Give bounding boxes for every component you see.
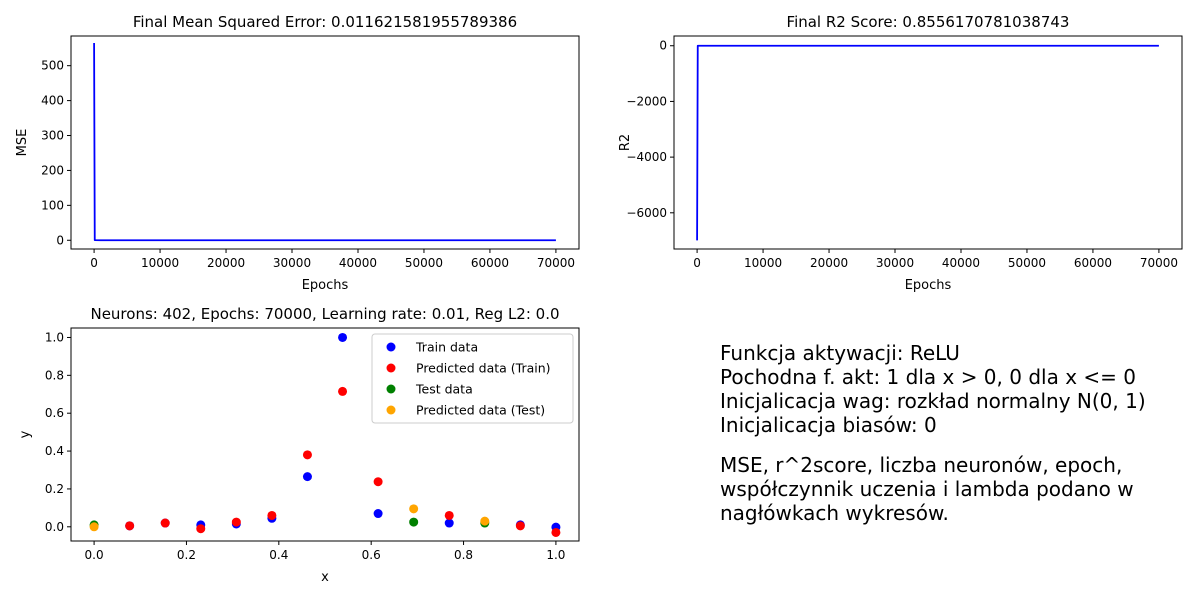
- point-predicted-data-train: [515, 521, 525, 531]
- y-tick-label: 0.8: [45, 368, 64, 382]
- x-tick-label: 70000: [537, 256, 575, 270]
- r2-chart: Final R2 Score: 0.8556170781038743 0 10000…: [618, 13, 1183, 293]
- legend-label: Predicted data (Test): [416, 403, 545, 418]
- weight-init-note: Inicjalicacja wag: rozkład normalny N(0,…: [720, 389, 1146, 413]
- y-tick-label: −6000: [626, 206, 667, 220]
- y-tick-label: 300: [41, 129, 64, 143]
- point-predicted-data-test: [480, 516, 490, 526]
- notes-spacer: [720, 437, 1190, 453]
- legend-label: Predicted data (Train): [416, 361, 551, 376]
- point-predicted-data-train: [125, 521, 135, 531]
- series-line: [696, 44, 1159, 241]
- x-axis-label: Epochs: [905, 278, 952, 293]
- x-axis-label: Epochs: [302, 278, 349, 293]
- x-tick-label: 0.8: [454, 548, 473, 562]
- y-tick-label: 0: [56, 233, 64, 247]
- x-tick-label: 60000: [1074, 256, 1112, 270]
- activation-note: Funkcja aktywacji: ReLU: [720, 341, 960, 365]
- legend: Train data Predicted data (Train) Test dat…: [371, 333, 574, 424]
- y-tick-label: 0.2: [45, 482, 64, 496]
- notes-panel: Funkcja aktywacji: ReLU Pochodna f. akt:…: [720, 341, 1190, 525]
- legend-label: Train data: [415, 340, 478, 355]
- x-tick-label: 40000: [339, 256, 377, 270]
- legend-marker: [386, 405, 396, 415]
- y-axis-label: MSE: [15, 129, 30, 157]
- y-tick-label: 100: [41, 198, 64, 212]
- y-tick-label: 0: [659, 39, 667, 53]
- point-predicted-data-train: [302, 450, 312, 460]
- axes-frame: [673, 35, 1183, 250]
- legend-marker: [386, 342, 396, 352]
- fit-chart: Neurons: 402, Epochs: 70000, Learning ra…: [18, 305, 580, 585]
- y-tick-label: 200: [41, 163, 64, 177]
- x-tick-label: 0: [90, 256, 98, 270]
- point-predicted-data-train: [267, 510, 277, 520]
- axes-frame: [70, 327, 580, 542]
- x-tick-label: 0: [693, 256, 701, 270]
- x-tick-label: 70000: [1140, 256, 1178, 270]
- point-train-data: [444, 518, 454, 528]
- y-tick-label: 1.0: [45, 330, 64, 344]
- axes-frame: [70, 35, 580, 250]
- x-tick-label: 50000: [405, 256, 443, 270]
- y-tick-label: 500: [41, 59, 64, 73]
- x-tick-label: 60000: [471, 256, 509, 270]
- bias-init-note: Inicjalicacja biasów: 0: [720, 413, 937, 437]
- x-axis-label: x: [321, 570, 329, 585]
- x-tick-label: 30000: [273, 256, 311, 270]
- point-predicted-data-train: [551, 527, 561, 537]
- legend-label: Test data: [415, 382, 473, 397]
- chart-title: Final Mean Squared Error: 0.011621581955…: [133, 13, 517, 31]
- legend-box: [371, 333, 574, 424]
- x-tick-label: 0.4: [269, 548, 288, 562]
- x-tick-label: 0.0: [85, 548, 104, 562]
- x-tick-label: 0.2: [177, 548, 196, 562]
- point-predicted-data-test: [409, 504, 419, 514]
- x-tick-label: 10000: [141, 256, 179, 270]
- point-predicted-data-train: [373, 477, 383, 487]
- headers-note: MSE, r^2score, liczba neuronów, epoch, w…: [720, 453, 1134, 525]
- y-tick-label: 0.4: [45, 444, 64, 458]
- y-axis-label: y: [18, 430, 33, 438]
- point-predicted-data-train: [231, 517, 241, 527]
- series-line: [93, 42, 556, 242]
- derivative-note: Pochodna f. akt: 1 dla x > 0, 0 dla x <=…: [720, 365, 1136, 389]
- point-predicted-data-train: [338, 386, 348, 396]
- point-predicted-data-train: [196, 524, 206, 534]
- point-train-data: [338, 332, 348, 342]
- x-tick-label: 0.6: [362, 548, 381, 562]
- x-tick-label: 40000: [942, 256, 980, 270]
- y-tick-label: −2000: [626, 94, 667, 108]
- point-train-data: [302, 472, 312, 482]
- x-tick-label: 1.0: [546, 548, 565, 562]
- chart-title: Neurons: 402, Epochs: 70000, Learning ra…: [90, 305, 559, 323]
- y-tick-label: 400: [41, 94, 64, 108]
- x-tick-label: 30000: [876, 256, 914, 270]
- y-axis-label: R2: [618, 134, 633, 151]
- x-tick-label: 20000: [810, 256, 848, 270]
- legend-marker: [386, 363, 396, 373]
- x-tick-label: 20000: [207, 256, 245, 270]
- y-tick-label: −4000: [626, 150, 667, 164]
- legend-marker: [386, 384, 396, 394]
- chart-title: Final R2 Score: 0.8556170781038743: [787, 13, 1070, 31]
- x-tick-label: 50000: [1008, 256, 1046, 270]
- y-tick-label: 0.0: [45, 520, 64, 534]
- x-tick-label: 10000: [744, 256, 782, 270]
- mse-chart: Final Mean Squared Error: 0.011621581955…: [15, 13, 580, 293]
- point-predicted-data-train: [160, 518, 170, 528]
- point-train-data: [373, 509, 383, 519]
- point-predicted-data-test: [89, 522, 99, 532]
- point-test-data: [409, 517, 419, 527]
- point-predicted-data-train: [444, 510, 454, 520]
- y-tick-label: 0.6: [45, 406, 64, 420]
